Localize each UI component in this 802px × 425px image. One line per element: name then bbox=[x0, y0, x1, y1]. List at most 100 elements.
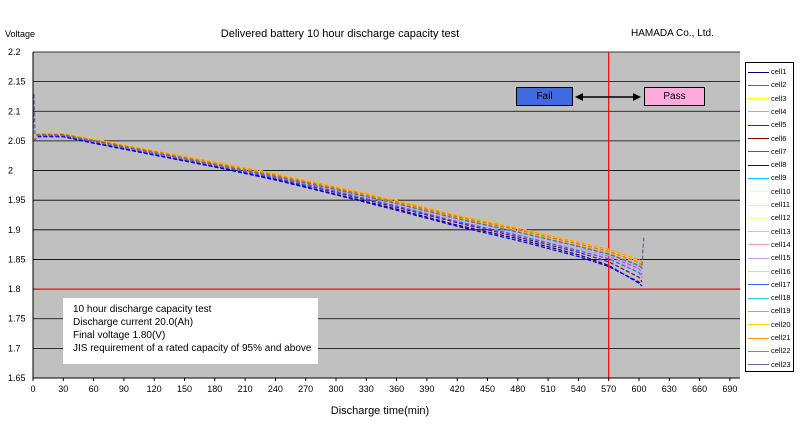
legend-item-cell12: cell12 bbox=[748, 211, 791, 224]
y-tick-label: 2.15 bbox=[8, 77, 26, 87]
legend-swatch bbox=[748, 111, 769, 113]
y-tick-label: 1.9 bbox=[8, 225, 21, 235]
legend-label: cell19 bbox=[771, 306, 791, 316]
legend-swatch bbox=[748, 310, 769, 312]
legend-label: cell7 bbox=[771, 146, 787, 156]
legend-swatch bbox=[748, 71, 769, 73]
legend-item-cell19: cell19 bbox=[748, 304, 791, 317]
legend-swatch bbox=[748, 138, 769, 140]
y-tick-label: 2 bbox=[8, 166, 13, 176]
x-tick-label: 300 bbox=[328, 384, 343, 394]
axes bbox=[32, 52, 740, 379]
info-line: JIS requirement of a rated capacity of 9… bbox=[73, 343, 312, 354]
y-tick-label: 1.95 bbox=[8, 195, 26, 205]
x-tick-label: 270 bbox=[298, 384, 313, 394]
legend-label: cell2 bbox=[771, 80, 787, 90]
legend-label: cell22 bbox=[771, 346, 791, 356]
x-tick-label: 630 bbox=[662, 384, 677, 394]
legend-label: cell3 bbox=[771, 93, 787, 103]
legend-item-cell16: cell16 bbox=[748, 265, 791, 278]
x-tick-label: 150 bbox=[177, 384, 192, 394]
x-tick-label: 660 bbox=[692, 384, 707, 394]
legend-swatch bbox=[748, 164, 769, 166]
series-line-cell8 bbox=[32, 136, 643, 287]
legend-item-cell20: cell20 bbox=[748, 318, 791, 331]
x-tick-label: 450 bbox=[480, 384, 495, 394]
y-tick-label: 2.1 bbox=[8, 106, 21, 116]
legend-swatch bbox=[748, 231, 769, 233]
legend-label: cell4 bbox=[771, 106, 787, 116]
legend-item-cell14: cell14 bbox=[748, 238, 791, 251]
pass-zone-label: Pass bbox=[644, 87, 705, 106]
legend-item-cell18: cell18 bbox=[748, 291, 791, 304]
legend-label: cell16 bbox=[771, 266, 791, 276]
legend-label: cell8 bbox=[771, 160, 787, 170]
legend-label: cell10 bbox=[771, 186, 791, 196]
x-tick-label: 0 bbox=[30, 384, 35, 394]
legend-swatch bbox=[748, 244, 769, 246]
legend-label: cell5 bbox=[771, 120, 787, 130]
legend-item-cell4: cell4 bbox=[748, 105, 786, 118]
y-tick-label: 1.7 bbox=[8, 343, 21, 353]
legend-item-cell21: cell21 bbox=[748, 331, 791, 344]
reference-lines bbox=[33, 52, 740, 378]
legend-item-cell9: cell9 bbox=[748, 171, 786, 184]
legend-swatch bbox=[748, 297, 769, 299]
legend-swatch bbox=[748, 337, 769, 339]
legend-item-cell13: cell13 bbox=[748, 225, 791, 238]
x-tick-label: 480 bbox=[510, 384, 525, 394]
legend-label: cell11 bbox=[771, 200, 791, 209]
x-tick-labels: 0 30 60 90 120 150 180 210 240 270 300 330 360 390 420… bbox=[30, 378, 737, 394]
x-tick-label: 570 bbox=[601, 384, 616, 394]
legend-item-cell15: cell15 bbox=[748, 251, 791, 264]
info-line: Discharge current 20.0(Ah) bbox=[73, 317, 194, 328]
x-tick-label: 180 bbox=[207, 384, 222, 394]
x-tick-label: 330 bbox=[359, 384, 374, 394]
legend-swatch bbox=[748, 217, 769, 219]
x-tick-label: 90 bbox=[119, 384, 129, 394]
x-tick-label: 690 bbox=[722, 384, 737, 394]
legend: cell1 cell2 cell3 cell4 cell5 cell6 cell7 cell8… bbox=[745, 62, 794, 372]
series-layer bbox=[32, 93, 645, 287]
x-tick-label: 390 bbox=[419, 384, 434, 394]
legend-label: cell9 bbox=[771, 173, 787, 183]
legend-swatch bbox=[748, 350, 769, 352]
legend-label: cell18 bbox=[771, 293, 791, 303]
legend-swatch bbox=[748, 177, 769, 179]
info-line: Final voltage 1.80(V) bbox=[73, 330, 166, 341]
legend-label: cell23 bbox=[771, 359, 791, 369]
legend-item-cell11: cell11 bbox=[748, 198, 790, 211]
y-tick-label: 1.75 bbox=[8, 314, 26, 324]
test-info-box: 10 hour discharge capacity test Discharg… bbox=[63, 298, 318, 364]
legend-label: cell12 bbox=[771, 213, 791, 223]
legend-swatch bbox=[748, 98, 769, 100]
legend-item-cell7: cell7 bbox=[748, 145, 786, 158]
legend-swatch bbox=[748, 324, 769, 326]
fail-pass-arrow bbox=[575, 93, 641, 101]
legend-item-cell23: cell23 bbox=[748, 358, 791, 371]
legend-item-cell8: cell8 bbox=[748, 158, 786, 171]
x-tick-label: 30 bbox=[58, 384, 68, 394]
legend-item-cell1: cell1 bbox=[748, 65, 786, 78]
x-tick-label: 600 bbox=[631, 384, 646, 394]
legend-item-cell22: cell22 bbox=[748, 344, 791, 357]
legend-label: cell14 bbox=[771, 239, 791, 249]
x-tick-label: 210 bbox=[238, 384, 253, 394]
chart-title: Delivered battery 10 hour discharge capa… bbox=[220, 28, 460, 40]
fail-zone-label: Fail bbox=[516, 87, 573, 106]
company-name: HAMADA Co., Ltd. bbox=[631, 28, 714, 39]
legend-label: cell20 bbox=[771, 319, 791, 329]
legend-swatch bbox=[748, 364, 769, 366]
legend-label: cell21 bbox=[771, 333, 791, 342]
x-tick-label: 510 bbox=[541, 384, 556, 394]
x-tick-label: 60 bbox=[89, 384, 99, 394]
legend-item-cell3: cell3 bbox=[748, 92, 786, 105]
x-axis-label: Discharge time(min) bbox=[330, 405, 430, 417]
legend-swatch bbox=[748, 204, 769, 206]
legend-item-cell6: cell6 bbox=[748, 132, 786, 145]
y-tick-label: 1.65 bbox=[8, 373, 26, 383]
legend-item-cell5: cell5 bbox=[748, 118, 786, 131]
legend-label: cell13 bbox=[771, 226, 791, 236]
legend-label: cell17 bbox=[771, 279, 791, 289]
x-tick-label: 540 bbox=[571, 384, 586, 394]
